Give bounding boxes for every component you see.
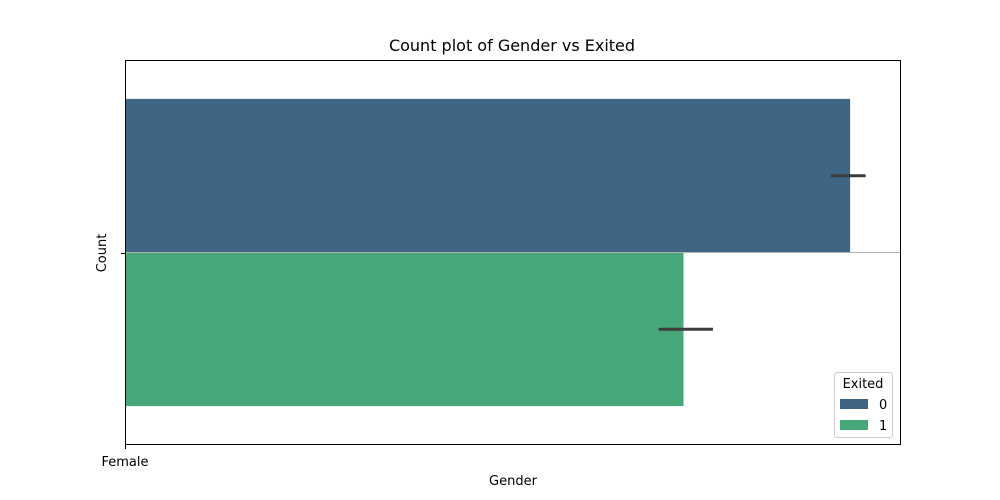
chart-title: Count plot of Gender vs Exited <box>389 36 635 55</box>
plot-frame <box>125 60 901 445</box>
legend-label-1: 1 <box>879 419 887 434</box>
error-bars-layer <box>125 174 901 331</box>
bars-layer <box>125 98 851 407</box>
legend-label-0: 0 <box>879 398 887 413</box>
legend-swatch-0 <box>840 399 868 409</box>
bar-exited-0 <box>125 98 851 253</box>
y-axis-label: Count <box>95 234 110 273</box>
x-axis-label: Gender <box>489 474 538 489</box>
legend-title: Exited <box>843 377 884 392</box>
legend: Exited 0 1 <box>834 372 893 438</box>
legend-swatch-1 <box>840 420 868 430</box>
bar-exited-1 <box>125 252 684 407</box>
x-tick-label: Female <box>101 455 148 470</box>
